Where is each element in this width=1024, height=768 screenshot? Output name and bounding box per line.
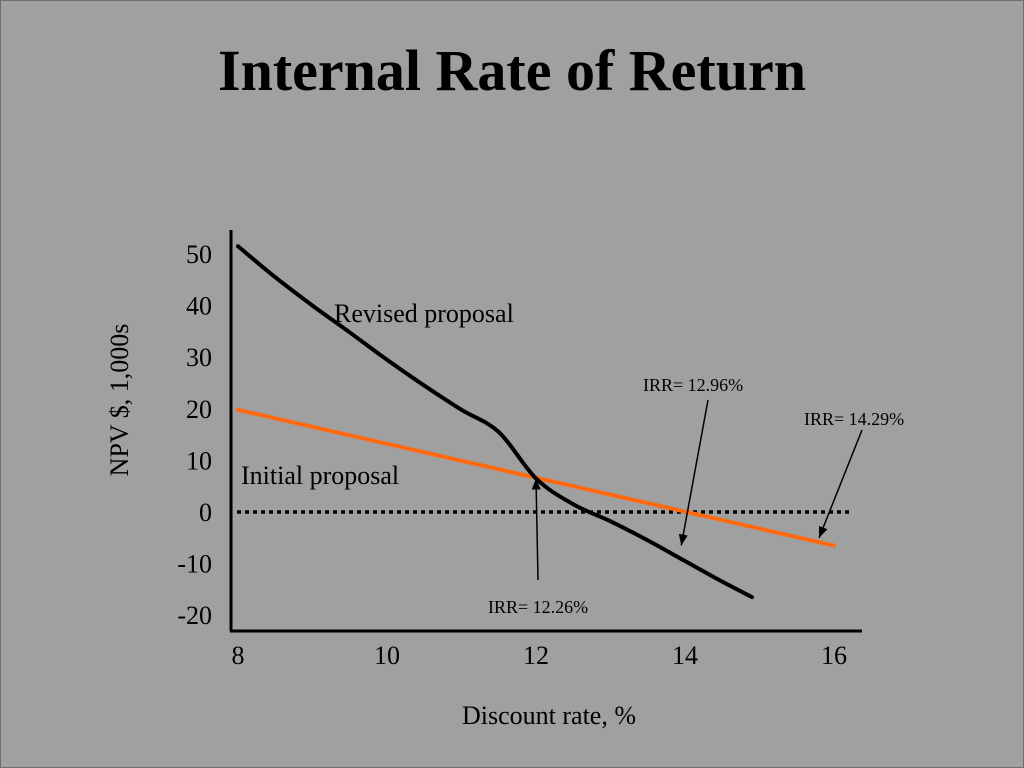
y-tick-label: 30 [186,343,212,372]
irr-annotation-label: IRR= 12.96% [643,375,743,395]
irr-arrowhead [531,478,541,490]
x-tick-label: 12 [523,641,549,670]
chart-series [236,244,836,600]
y-tick-label: 20 [186,395,212,424]
x-axis-title: Discount rate, % [462,701,636,730]
x-tick-label: 8 [232,641,245,670]
series-line-revised [236,244,755,600]
y-tick-label: -20 [177,601,212,630]
irr-annotation-arrow [680,399,709,546]
chart-axes: 8 10 12 14 16 50 40 30 20 10 0 -10 -20 Discount rate,… [105,230,862,730]
x-tick-label: 14 [672,641,698,670]
irr-arrowhead [678,533,688,546]
y-tick-label: 0 [199,498,212,527]
irr-annotation-label: IRR= 12.26% [488,597,588,617]
x-tick-label: 16 [821,641,847,670]
y-tick-label: 10 [186,446,212,475]
series-label-revised: Revised proposal [334,299,514,328]
chart-labels: Revised proposal Initial proposal IRR= 12.… [241,299,904,617]
page-title: Internal Rate of Return [218,38,806,103]
y-tick-label: 50 [186,240,212,269]
irr-annotation-arrow [818,429,863,539]
irr-annotation-arrow [535,478,539,581]
x-tick-label: 10 [374,641,400,670]
series-label-initial: Initial proposal [241,461,399,490]
irr-arrowhead [818,525,828,538]
irr-annotation-label: IRR= 14.29% [804,409,904,429]
y-tick-label: 40 [186,292,212,321]
y-tick-label: -10 [177,550,212,579]
y-axis-title: NPV $, 1,000s [105,324,134,477]
